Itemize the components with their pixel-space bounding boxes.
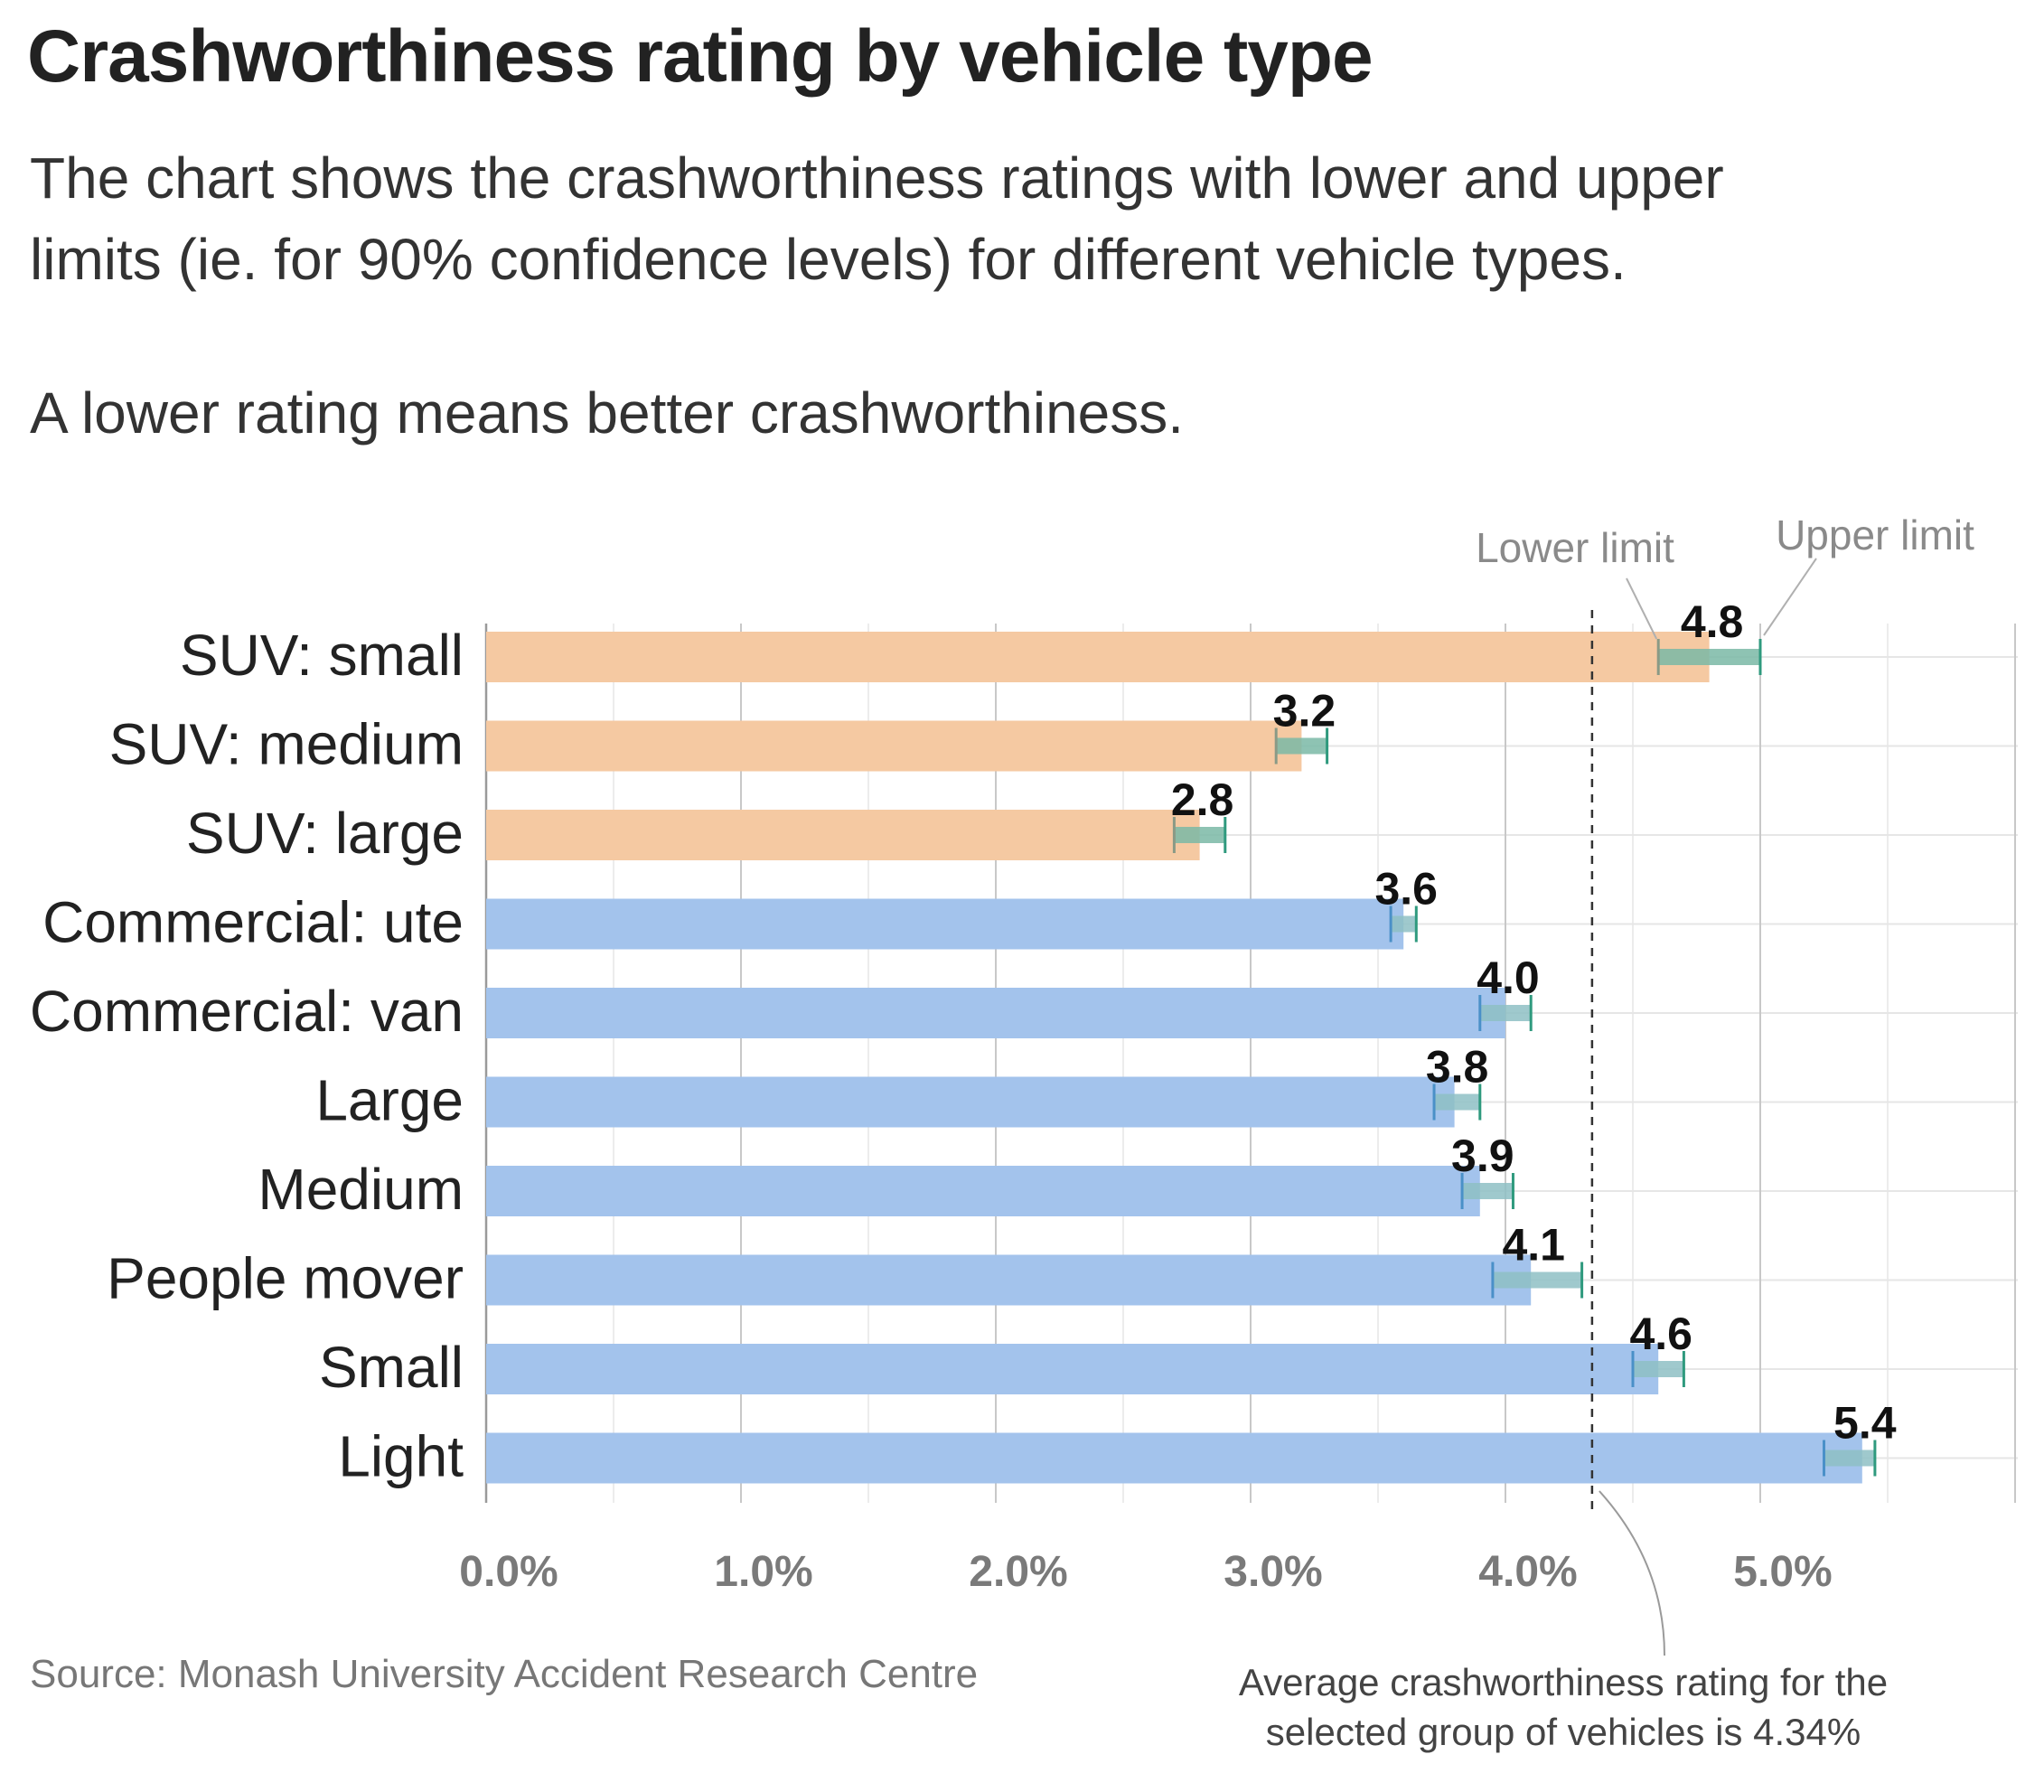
value-label: 3.9 [1451,1131,1514,1181]
category-label: SUV: small [180,623,464,688]
source-note: Source: Monash University Accident Resea… [30,1652,979,1696]
confidence-interval-band [1824,1450,1875,1467]
confidence-intervals [1172,639,1877,1477]
x-tick-label: 2.0% [969,1548,1067,1596]
confidence-interval-band [1479,1005,1532,1021]
bar [486,810,1200,860]
confidence-interval-band [1434,1093,1480,1111]
confidence-interval-band [1391,915,1417,933]
confidence-interval-band [1276,737,1327,755]
average-rating-note: Average crashworthiness rating for the s… [1238,1661,1889,1753]
limit-annotations: Lower limit Upper limit [1476,511,1974,1656]
value-label: 4.1 [1502,1220,1565,1271]
x-tick-label: 3.0% [1224,1548,1322,1596]
value-label: 4.6 [1629,1309,1692,1359]
category-label: Large [315,1068,464,1133]
bar [486,1432,1862,1484]
value-label: 4.8 [1681,596,1744,647]
confidence-interval-band [1633,1361,1684,1377]
category-label: Light [338,1424,464,1489]
value-labels: 4.8 3.2 2.8 3.6 4.0 3.8 3.9 4.1 4.6 5.4 [1171,596,1897,1449]
bar [486,720,1302,772]
chart-subtitle-line-3: A lower rating means better crashworthin… [30,380,1185,446]
value-label: 2.8 [1171,774,1234,825]
chart-title: Crashworthiness rating by vehicle type [27,15,1374,98]
confidence-interval-band [1658,649,1760,665]
lower-limit-annotation: Lower limit [1476,524,1674,571]
chart-subtitle-line-1: The chart shows the crashworthiness rati… [30,145,1724,211]
category-labels: SUV: small SUV: medium SUV: large Commercia… [30,623,464,1489]
value-label: 3.2 [1273,686,1336,737]
bars [486,632,1862,1484]
confidence-interval-band [1462,1183,1514,1199]
lower-limit-leader-line [1626,577,1658,640]
bar [486,1076,1455,1128]
bar [486,1166,1480,1216]
x-tick-label: 0.0% [459,1548,558,1596]
category-label: Medium [258,1157,464,1222]
category-label: Commercial: van [30,979,464,1044]
bar [486,1254,1532,1306]
category-label: Small [319,1335,464,1400]
chart-subtitle-line-2: limits (ie. for 90% confidence levels) f… [30,227,1627,292]
x-tick-label: 1.0% [714,1548,812,1596]
upper-limit-leader-line [1763,558,1817,636]
value-label: 3.8 [1426,1042,1489,1093]
bar [486,632,1710,682]
category-label: People mover [107,1246,464,1311]
category-label: Commercial: ute [42,890,464,955]
upper-limit-annotation: Upper limit [1776,511,1974,558]
x-tick-label: 5.0% [1733,1548,1832,1596]
value-label: 5.4 [1833,1398,1897,1449]
bar [486,988,1505,1038]
bar [486,898,1404,950]
value-label: 3.6 [1374,864,1438,915]
value-label: 4.0 [1477,952,1540,1003]
confidence-interval-band [1492,1271,1582,1289]
category-label: SUV: medium [109,712,464,777]
x-axis-tick-labels: 0.0% 1.0% 2.0% 3.0% 4.0% 5.0% [459,1548,1832,1596]
category-label: SUV: large [186,801,464,866]
confidence-interval-band [1174,827,1225,843]
bar [486,1344,1659,1394]
x-tick-label: 4.0% [1478,1548,1577,1596]
average-note-leader-line [1599,1490,1665,1656]
